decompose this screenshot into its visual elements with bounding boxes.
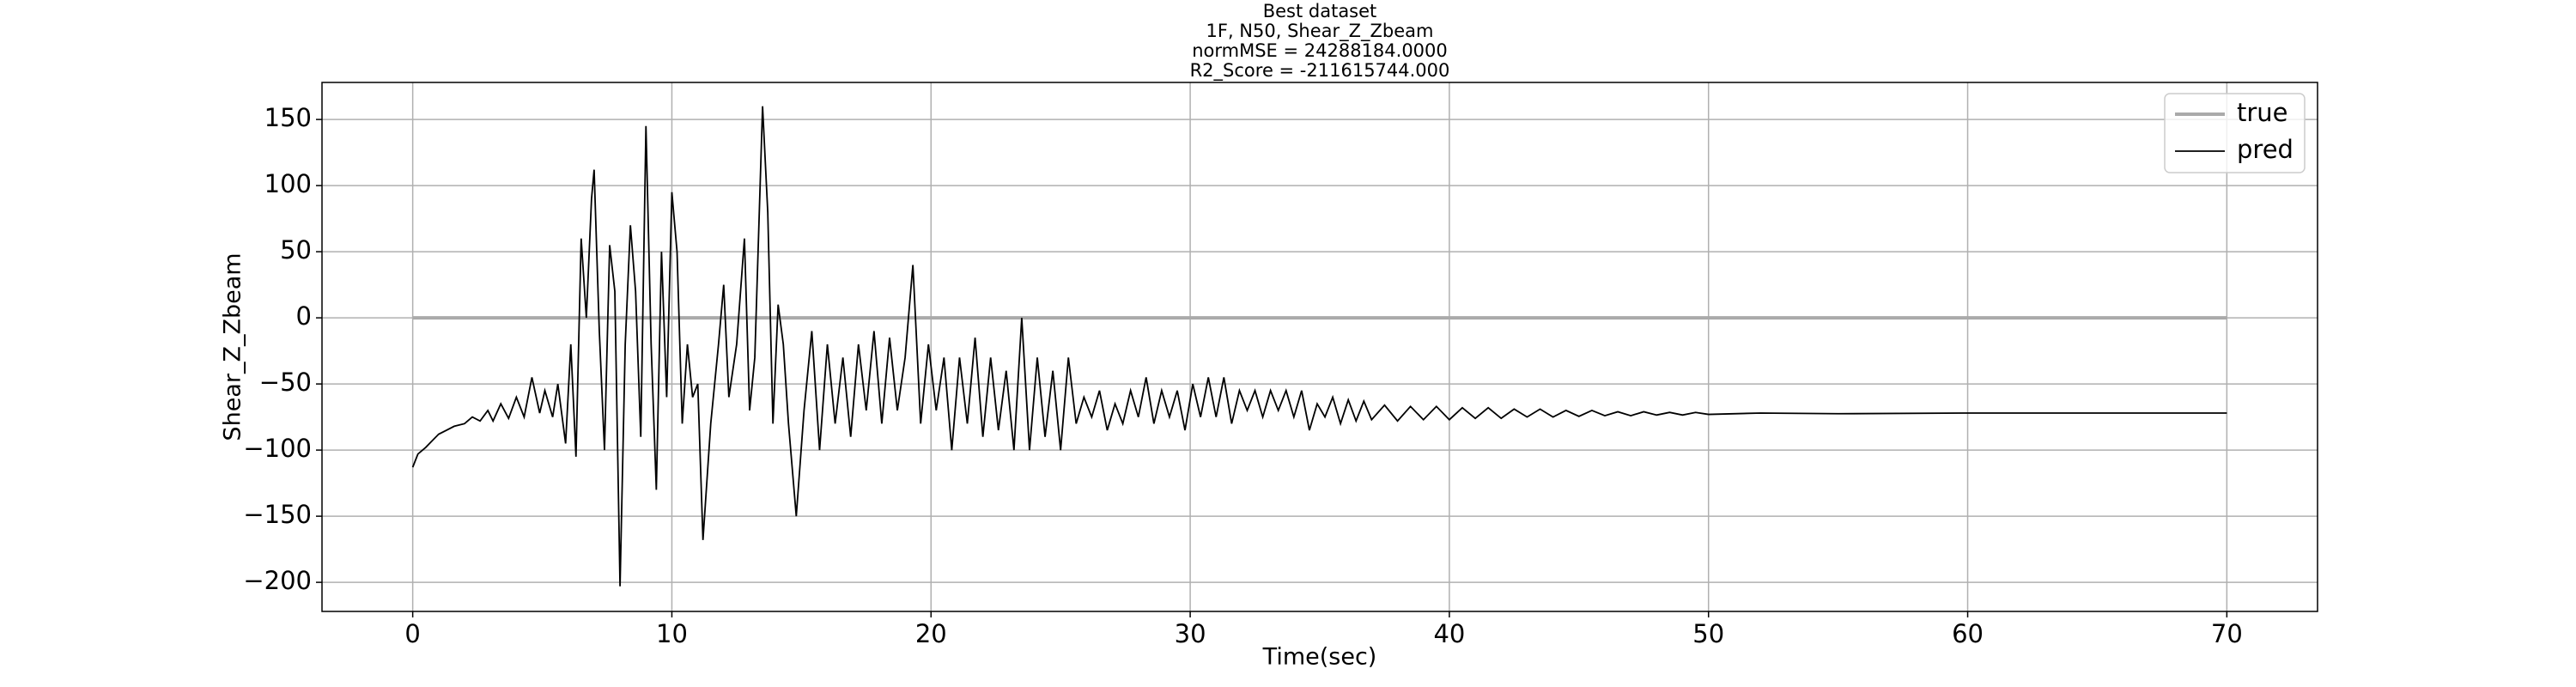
- x-tick-label: 30: [1175, 619, 1206, 648]
- x-tick-label: 70: [2211, 619, 2243, 648]
- y-axis-label: Shear_Z_Zbeam: [220, 252, 246, 441]
- x-axis-label: Time(sec): [1262, 644, 1377, 671]
- y-tick-label: 0: [296, 301, 312, 331]
- y-tick-label: −200: [243, 566, 312, 595]
- y-tick-label: 50: [280, 235, 312, 264]
- chart-title: Best dataset: [1263, 1, 1377, 21]
- legend-label: true: [2237, 98, 2288, 127]
- y-tick-label: 100: [264, 169, 312, 198]
- y-tick-label: 150: [264, 103, 312, 132]
- y-tick-label: −50: [259, 368, 312, 397]
- data-line: [411, 106, 2227, 587]
- legend-label: pred: [2237, 135, 2293, 164]
- x-tick-label: 10: [656, 619, 688, 648]
- x-tick-label: 20: [915, 619, 947, 648]
- x-tick-label: 0: [404, 619, 420, 648]
- chart-title: 1F, N50, Shear_Z_Zbeam: [1206, 21, 1434, 42]
- chart-title: R2_Score = -211615744.000: [1190, 60, 1450, 82]
- x-tick-label: 50: [1692, 619, 1724, 648]
- chart-title: normMSE = 24288184.0000: [1192, 40, 1448, 61]
- x-tick-label: 60: [1952, 619, 1984, 648]
- y-tick-label: −100: [243, 434, 312, 463]
- y-tick-label: −150: [243, 500, 312, 529]
- x-tick-label: 40: [1433, 619, 1465, 648]
- plot-frame: [321, 82, 2318, 612]
